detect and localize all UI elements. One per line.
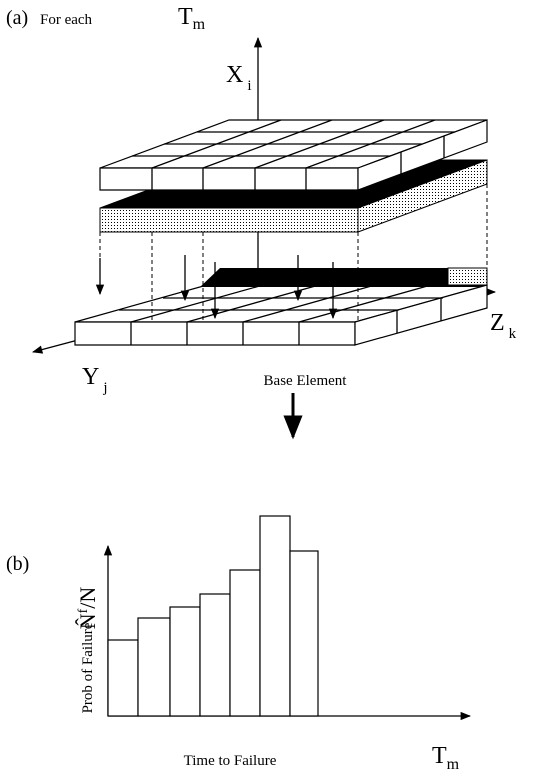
symbol-sub: i: [247, 78, 251, 94]
base-element-label: Base Element: [264, 373, 348, 389]
symbol-base: Z: [490, 310, 505, 336]
symbol-base: T: [432, 743, 447, 769]
x-label: Time to Failure: [184, 753, 277, 769]
panel-label: (a): [6, 7, 28, 29]
symbol-sub: k: [509, 326, 517, 342]
caption: For each: [40, 12, 93, 28]
symbol-sub: m: [447, 756, 460, 773]
diagram: (a) For each Tm Xi Zk Yj: [0, 0, 545, 778]
symbol-base: Y: [82, 364, 99, 390]
time-symbol: Tm: [178, 4, 206, 33]
histogram: [108, 516, 318, 716]
symbol-sub: m: [193, 16, 206, 33]
base-grid: [75, 268, 487, 345]
panel-label: (b): [6, 553, 29, 575]
symbol-base: T: [178, 4, 193, 30]
x-symbol: Tm: [432, 743, 460, 773]
symbol-sub: j: [102, 380, 107, 396]
y-label: Prob of Failure: [80, 622, 96, 713]
symbol-rest: /N: [75, 587, 100, 609]
symbol-base: X: [226, 62, 243, 88]
